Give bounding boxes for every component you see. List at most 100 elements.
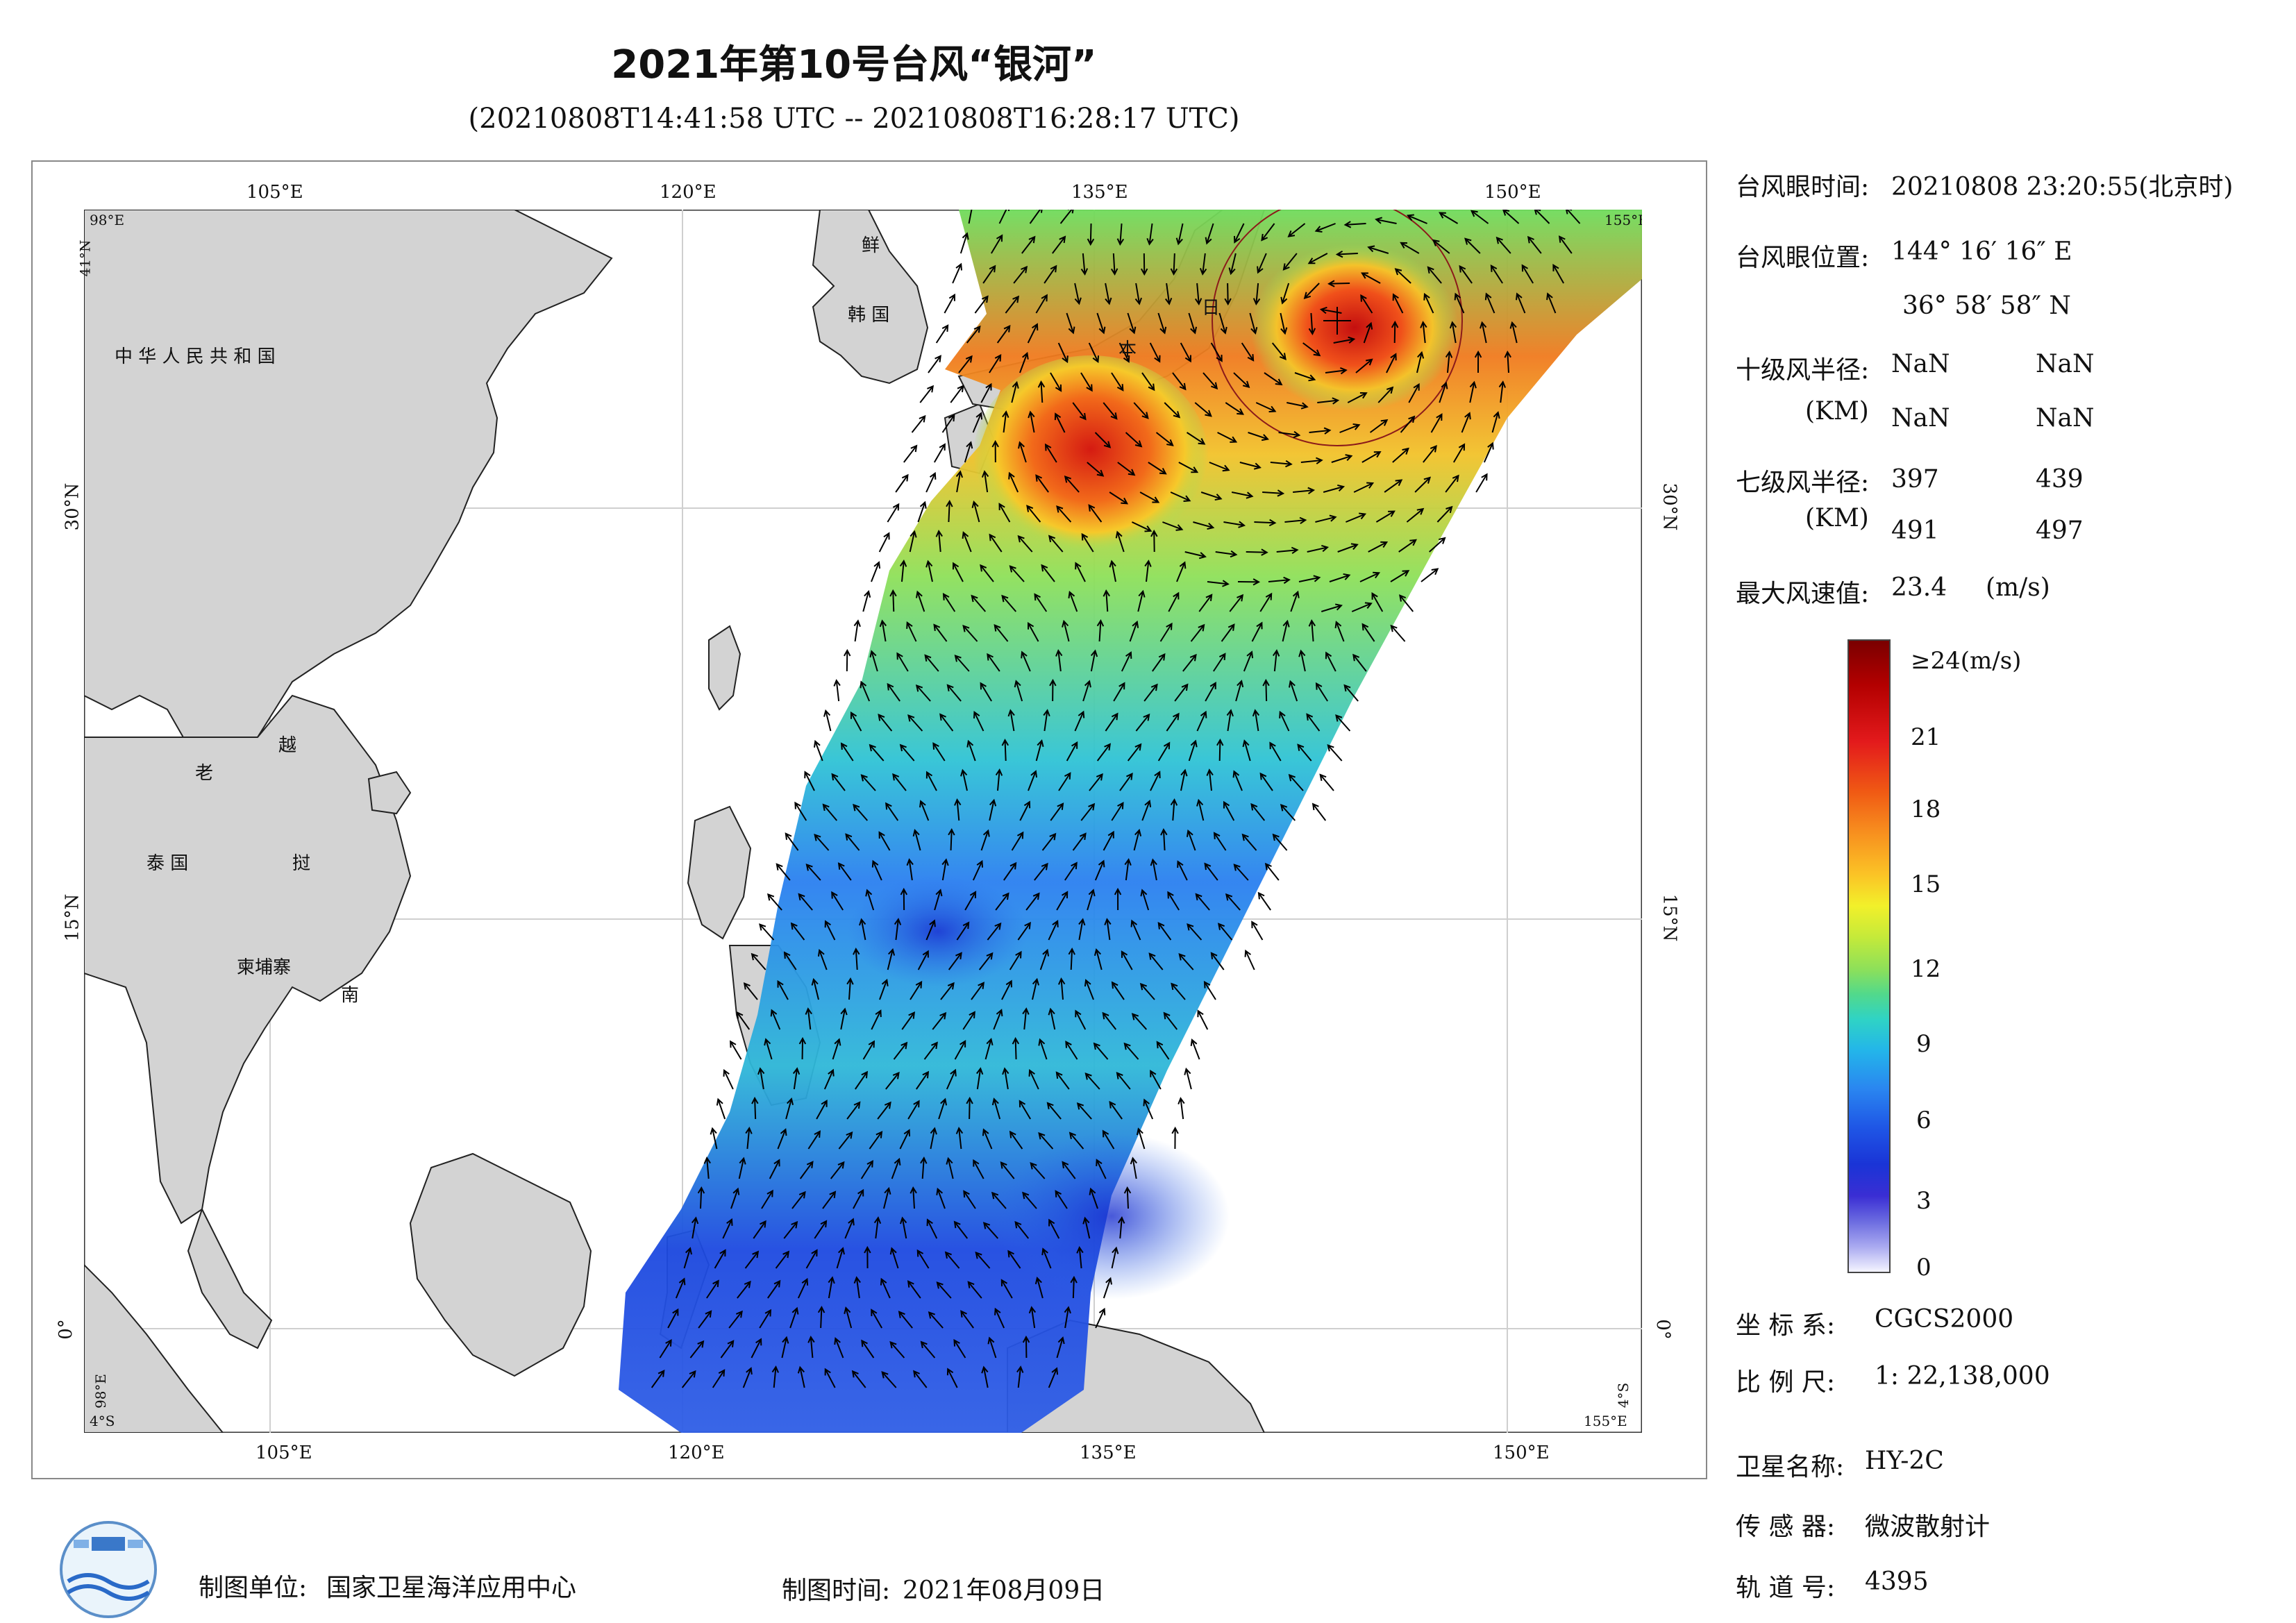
wind-arrow (954, 1039, 966, 1060)
wind-arrow (1087, 889, 1096, 911)
crs-value: CGCS2000 (1875, 1305, 2014, 1334)
wind-arrow (1110, 253, 1118, 276)
wind-arrow (1223, 521, 1246, 528)
satellite-value: HY-2C (1865, 1447, 1944, 1475)
wind-arrow (1094, 859, 1105, 881)
wind-arrow (1216, 738, 1224, 762)
wind-arrow (1133, 828, 1142, 851)
wind-arrow (1133, 402, 1149, 419)
wind-arrow (1229, 594, 1244, 612)
wind-arrow (860, 680, 871, 702)
wind-arrow (1123, 1042, 1139, 1060)
wind-arrow (1203, 372, 1218, 390)
wind-arrow (703, 1157, 711, 1179)
wind-arrow (998, 503, 1011, 523)
wind-arrow (1392, 293, 1404, 314)
wind-arrow (910, 980, 923, 1000)
wind-arrow (1005, 295, 1020, 314)
wind-arrow (1321, 603, 1343, 612)
hainan (367, 771, 412, 815)
wind-arrow (952, 262, 962, 284)
wind-arrow (1064, 861, 1078, 881)
wind-arrow (1118, 1216, 1125, 1239)
lon-tick-bottom: 120°E (668, 1443, 725, 1463)
wind-arrow (933, 623, 948, 642)
wind-arrow (946, 499, 953, 523)
wind-arrow (991, 439, 999, 463)
wind-arrow (1011, 380, 1019, 403)
wind-arrow (1398, 539, 1417, 553)
wind-arrow (1149, 342, 1161, 363)
wind-arrow (862, 590, 871, 612)
wind-arrow (811, 977, 819, 1000)
label-japan-ri: 日 (1202, 298, 1220, 319)
wind-arrow (1288, 773, 1304, 791)
wind-arrow (873, 1216, 882, 1239)
wind-arrow (1231, 491, 1254, 499)
r10-value: NaN (2036, 404, 2095, 432)
wind-arrow (1174, 683, 1189, 702)
wind-arrow (1339, 423, 1361, 433)
wind-arrow (948, 827, 955, 851)
wind-arrow (1282, 253, 1298, 271)
wind-arrow (960, 232, 969, 254)
wind-arrow (879, 619, 887, 642)
wind-arrow (1013, 265, 1028, 284)
wind-field-map: 105°E 120°E 135°E 150°E 中 华 人 民 共 和 国 鲜 … (84, 210, 1642, 1433)
wind-arrow (767, 1279, 781, 1299)
wind-arrow (1308, 312, 1316, 336)
wind-arrow (907, 714, 923, 732)
corner-lon-bl: 98°E (92, 1373, 110, 1409)
wind-arrow (1315, 682, 1328, 702)
wind-arrow (844, 648, 851, 672)
wind-arrow (777, 979, 789, 1000)
wind-arrow (1049, 678, 1057, 702)
wind-arrow (987, 1336, 997, 1359)
wind-arrow (1009, 1130, 1023, 1150)
wind-arrow (894, 918, 902, 941)
wind-arrow (1502, 210, 1520, 224)
wind-arrow (1239, 462, 1262, 470)
wind-arrow (745, 1127, 753, 1150)
colorbar-tick: 15 (1911, 871, 1941, 898)
wind-arrow (883, 1186, 891, 1209)
wind-arrow (853, 803, 869, 821)
wind-arrow (1156, 1041, 1170, 1060)
wind-arrow (1093, 1042, 1109, 1060)
wind-arrow (967, 1281, 982, 1299)
wind-arrow (1064, 476, 1080, 493)
wind-arrow (971, 500, 980, 523)
wind-arrow (1361, 272, 1381, 284)
scale-value: 1: 22,138,000 (1875, 1362, 2050, 1390)
wind-arrow (944, 1251, 960, 1269)
wind-arrow (817, 948, 828, 970)
wind-arrow (1188, 739, 1198, 762)
wind-arrow (989, 353, 1002, 373)
sensor-label: 传 感 器: (1736, 1513, 1836, 1541)
lon-tick-top: 105°E (246, 182, 303, 203)
r7-value: 397 (1891, 465, 1939, 494)
wind-arrow (1094, 432, 1112, 448)
wind-arrow (736, 1011, 751, 1030)
wind-arrow (1257, 253, 1267, 274)
wind-arrow (995, 892, 1009, 911)
date-value: 2021年08月09日 (903, 1576, 1105, 1605)
eye-time-label: 台风眼时间: (1736, 173, 1870, 201)
wind-arrow (1014, 1220, 1030, 1239)
wind-arrow (836, 1247, 845, 1269)
wind-arrow (834, 1337, 844, 1359)
wind-arrow (885, 1071, 900, 1090)
wind-arrow (869, 1130, 883, 1150)
wind-arrow (1087, 462, 1105, 477)
wind-arrow (982, 1128, 993, 1150)
wind-arrow (776, 863, 791, 881)
wind-arrow (1325, 367, 1348, 375)
wind-arrow (1130, 919, 1141, 941)
wind-arrow (1017, 921, 1031, 941)
wind-arrow (1095, 1307, 1106, 1329)
wind-arrow (855, 1070, 869, 1090)
wind-arrow (925, 560, 933, 582)
wind-arrow (837, 862, 852, 881)
wind-arrow (1184, 1067, 1192, 1090)
wind-arrow (1346, 512, 1367, 523)
